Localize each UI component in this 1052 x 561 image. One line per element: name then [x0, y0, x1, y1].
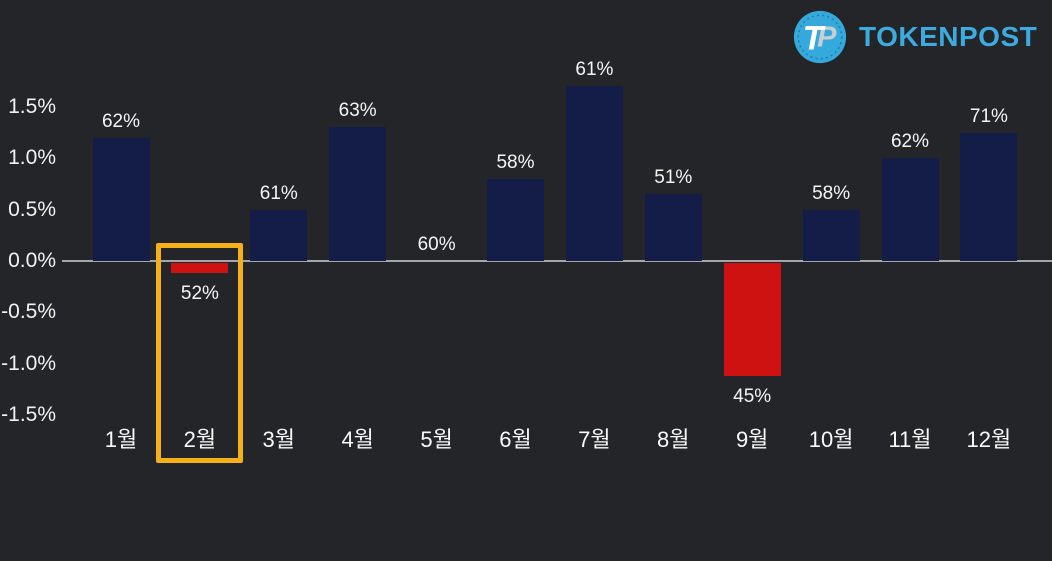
bar-value-label: 58%: [496, 151, 535, 173]
bar-value-label: 61%: [259, 182, 298, 204]
x-axis-label-8월: 8월: [657, 427, 690, 452]
bar-6월: [487, 178, 544, 261]
x-axis-label-3월: 3월: [262, 427, 296, 452]
x-axis-label-5월: 5월: [420, 427, 453, 452]
logo-circle: [793, 10, 847, 64]
bar-1월: [92, 137, 150, 261]
x-axis-label-1월: 1월: [104, 427, 138, 452]
y-axis-tick-label: 1.5%: [8, 94, 56, 118]
x-axis-label-7월: 7월: [578, 427, 611, 452]
bar-value-label: 62%: [101, 110, 141, 132]
bar-4월: [329, 127, 387, 261]
bar-11월: [881, 158, 939, 261]
x-axis-label-11월: 11월: [888, 427, 932, 452]
bar-value-label: 61%: [575, 59, 614, 81]
x-axis-label-9월: 9월: [735, 427, 769, 452]
x-axis-label-6월: 6월: [499, 427, 532, 452]
february-highlight-box: [156, 243, 244, 463]
zero-axis-line: [62, 260, 1052, 262]
bar-value-label: 62%: [890, 131, 930, 153]
logo-letter-p: P: [817, 22, 837, 54]
tokenpost-logo: P T TOKENPOST: [791, 8, 1037, 66]
y-axis-tick-label: 0.0%: [8, 249, 56, 272]
bar-8월: [644, 194, 702, 261]
logo-dotted-ring: [797, 14, 843, 60]
bar-12월: [960, 132, 1018, 261]
logo-letter-t: T: [803, 20, 827, 58]
bar-value-label: 60%: [417, 234, 456, 255]
x-axis-label-10월: 10월: [808, 427, 854, 452]
bar-value-label: 71%: [969, 105, 1008, 127]
y-axis-tick-label: -1.0%: [1, 351, 56, 375]
bar-value-label: 58%: [812, 182, 851, 204]
bar-value-label: 63%: [338, 100, 377, 122]
tokenpost-logo-text: TOKENPOST: [859, 21, 1038, 52]
y-axis-tick-label: 0.5%: [8, 197, 56, 221]
bar-value-label: 52%: [180, 283, 219, 305]
bar-10월: [802, 209, 860, 261]
y-axis-tick-label: 1.0%: [8, 146, 56, 170]
bar-9월: [723, 263, 781, 376]
bar-value-label: 45%: [733, 385, 772, 407]
y-axis-tick-label: -1.5%: [1, 403, 56, 427]
x-axis-label-4월: 4월: [341, 427, 374, 452]
bar-value-label: 51%: [654, 167, 693, 189]
bar-7월: [565, 86, 623, 261]
x-axis-label-2월: 2월: [183, 427, 217, 452]
y-axis-tick-label: -0.5%: [1, 300, 56, 324]
bar-2월: [171, 263, 229, 274]
tokenpost-logo-icon: P T: [793, 10, 847, 64]
x-axis-label-12월: 12월: [966, 427, 1012, 452]
bar-3월: [250, 209, 308, 261]
